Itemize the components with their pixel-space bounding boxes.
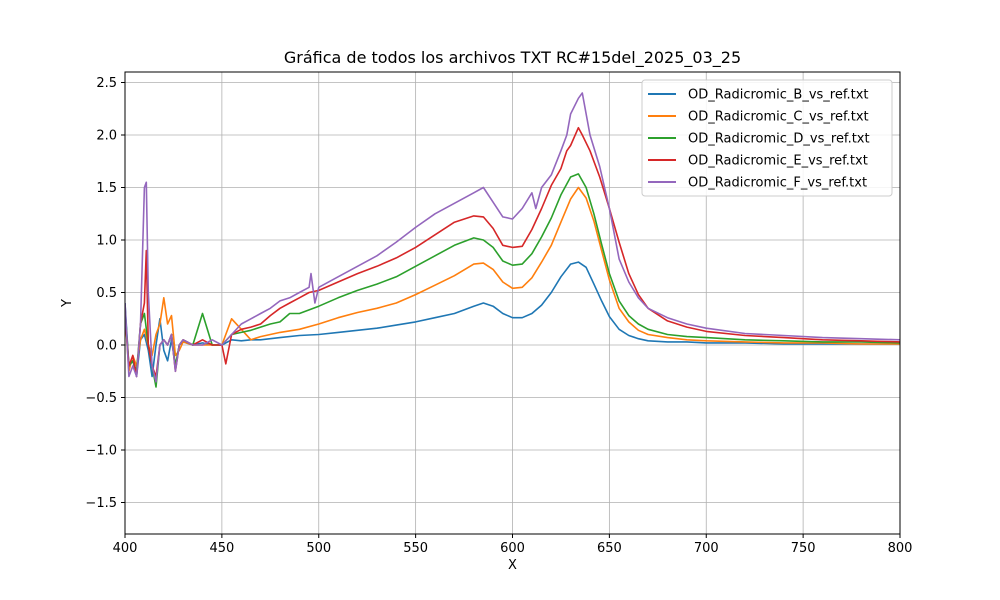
series-line <box>125 186 900 373</box>
x-tick-label: 450 <box>209 541 234 556</box>
x-axis-label: X <box>508 558 517 573</box>
x-tick-label: 800 <box>888 541 913 556</box>
y-tick-label: 2.0 <box>96 129 117 144</box>
y-tick-label: 1.0 <box>96 234 117 249</box>
x-tick-label: 500 <box>306 541 331 556</box>
y-tick-label: 2.5 <box>96 76 117 91</box>
x-tick-label: 400 <box>113 541 138 556</box>
y-tick-label: 0.5 <box>96 286 117 301</box>
series-line <box>125 92 900 383</box>
x-tick-label: 700 <box>694 541 719 556</box>
y-axis-label: Y <box>60 299 75 308</box>
legend-box <box>641 79 893 197</box>
legend: OD_Radicromic_B_vs_ref.txt OD_Radicromic_… <box>641 79 893 197</box>
series-line <box>125 261 900 378</box>
plot-lines <box>125 92 900 388</box>
x-axis: 400 450 500 550 600 650 700 750 800 <box>113 534 913 556</box>
legend-label: OD_Radicromic_E_vs_ref.txt <box>688 154 868 169</box>
y-tick-label: −0.5 <box>85 391 117 406</box>
legend-label: OD_Radicromic_C_vs_ref.txt <box>688 110 869 125</box>
x-tick-label: 650 <box>597 541 622 556</box>
y-tick-label: −1.0 <box>85 444 117 459</box>
chart-title: Gráfica de todos los archivos TXT RC#15d… <box>284 48 741 68</box>
y-tick-label: −1.5 <box>85 496 117 511</box>
legend-label: OD_Radicromic_B_vs_ref.txt <box>688 88 869 103</box>
y-tick-label: 0.0 <box>96 339 117 354</box>
legend-label: OD_Radicromic_F_vs_ref.txt <box>688 176 867 191</box>
legend-label: OD_Radicromic_D_vs_ref.txt <box>688 132 870 147</box>
y-tick-label: 1.5 <box>96 181 117 196</box>
x-tick-label: 550 <box>403 541 428 556</box>
y-axis: −1.5 −1.0 −0.5 0.0 0.5 1.0 1.5 2.0 2.5 <box>85 76 125 511</box>
x-tick-label: 750 <box>791 541 816 556</box>
x-tick-label: 600 <box>500 541 525 556</box>
